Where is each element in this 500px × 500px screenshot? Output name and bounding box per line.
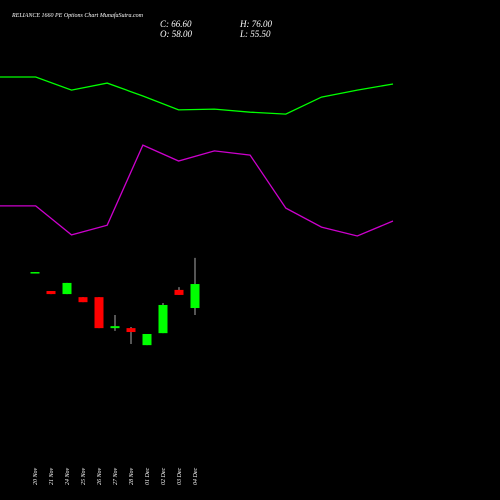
x-tick-label: 01 Dec [145, 468, 151, 485]
indicator-line [0, 76, 394, 115]
candle-body [110, 326, 120, 329]
x-tick-label: 25 Nov [81, 467, 87, 485]
x-tick-label: 03 Dec [177, 468, 183, 485]
open-label: O: 58.00 [160, 29, 192, 39]
candle-body [94, 297, 104, 329]
candle-body [62, 282, 72, 295]
candle-body [174, 289, 184, 295]
indicator-line [0, 144, 394, 237]
candle-body [190, 284, 200, 309]
close-label: C: 66.60 [160, 19, 192, 29]
low-label: L: 55.50 [239, 29, 271, 39]
x-tick-label: 21 Nov [49, 467, 55, 485]
candle-body [30, 272, 40, 274]
chart-title: RELIANCE 1660 PE Options Chart MunafaSut… [11, 12, 144, 19]
x-tick-label: 26 Nov [97, 467, 103, 485]
x-tick-label: 04 Dec [192, 468, 199, 485]
candle-body [126, 328, 136, 333]
candle-body [46, 291, 56, 295]
x-tick-label: 28 Nov [129, 467, 135, 485]
candle-body [142, 333, 152, 346]
x-tick-label: 24 Nov [64, 467, 71, 485]
x-tick-label: 20 Nov [33, 467, 39, 485]
candle-body [158, 304, 168, 334]
candle-body [78, 297, 88, 303]
high-label: H: 76.00 [239, 19, 272, 29]
x-tick-label: 27 Nov [113, 467, 119, 485]
x-tick-label: 02 Dec [161, 468, 167, 485]
